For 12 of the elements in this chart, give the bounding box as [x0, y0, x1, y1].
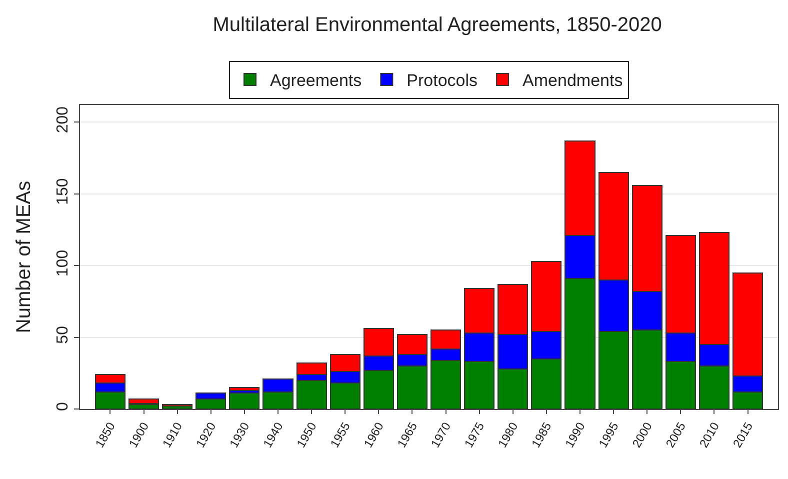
y-tick-label: 150 [54, 178, 72, 205]
chart-title: Multilateral Environmental Agreements, 1850-2020 [212, 14, 662, 36]
y-axis-title: Number of MEAs [13, 180, 35, 334]
legend-label: Amendments [522, 71, 623, 90]
bar [229, 392, 260, 409]
y-tick-label: 100 [54, 250, 72, 277]
legend-label: Protocols [406, 71, 478, 90]
y-tick-label: 50 [54, 326, 72, 344]
legend-label: Agreements [270, 71, 362, 90]
bar [229, 386, 260, 391]
y-tick-label: 0 [54, 402, 72, 412]
y-tick-label: 200 [54, 106, 72, 134]
